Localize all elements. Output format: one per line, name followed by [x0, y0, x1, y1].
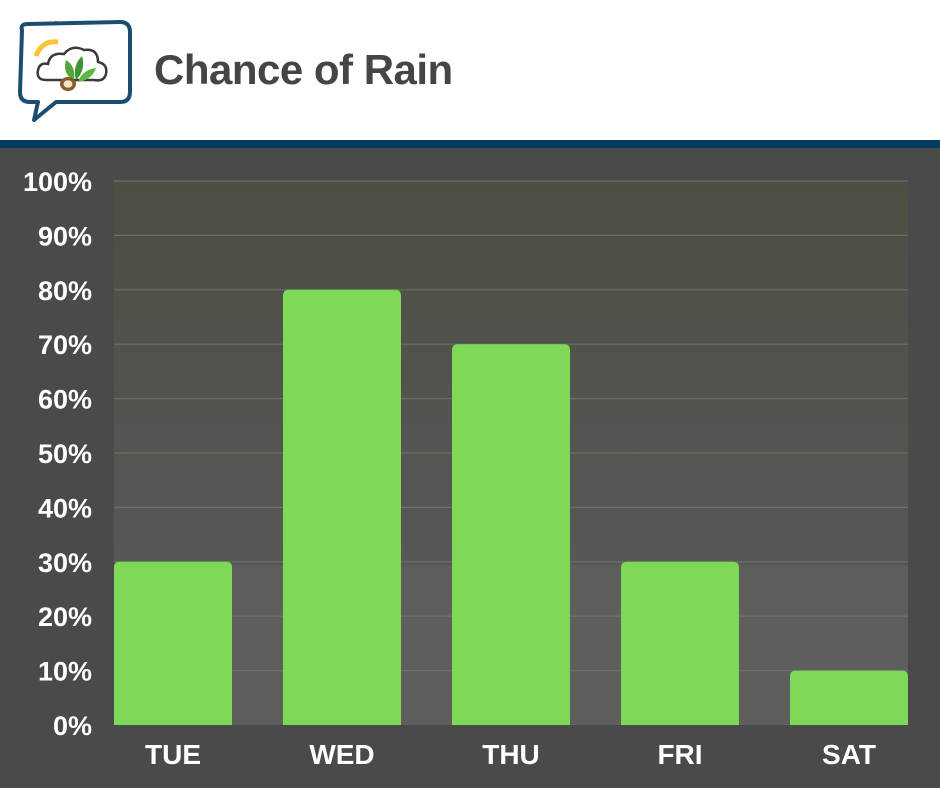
bar-wed: [283, 289, 401, 725]
y-tick-label: 80%: [38, 276, 92, 306]
y-tick-label: 30%: [38, 548, 92, 578]
x-tick-label: TUE: [145, 739, 201, 770]
y-tick-label: 0%: [53, 711, 92, 741]
y-tick-label: 50%: [38, 439, 92, 469]
y-tick-label: 60%: [38, 385, 92, 415]
bar-tue: [114, 561, 232, 725]
bar-thu: [452, 344, 570, 725]
y-tick-label: 40%: [38, 493, 92, 523]
bar-fri: [621, 561, 739, 725]
header: Chance of Rain: [0, 0, 940, 140]
y-tick-label: 10%: [38, 657, 92, 687]
y-tick-label: 100%: [23, 167, 92, 197]
bar-chart: 0% 10% 20% 30% 40% 50% 60% 70% 80% 90% 100% TUE WED…: [23, 167, 908, 770]
x-tick-label: FRI: [657, 739, 702, 770]
bar-sat: [790, 670, 908, 725]
x-tick-label: WED: [309, 739, 374, 770]
y-tick-label: 20%: [38, 602, 92, 632]
y-tick-label: 70%: [38, 330, 92, 360]
x-tick-label: THU: [482, 739, 540, 770]
y-tick-label: 90%: [38, 221, 92, 251]
header-divider: [0, 140, 940, 148]
weather-leaf-chat-icon: [18, 20, 132, 122]
x-tick-label: SAT: [822, 739, 876, 770]
page-title: Chance of Rain: [154, 46, 453, 93]
